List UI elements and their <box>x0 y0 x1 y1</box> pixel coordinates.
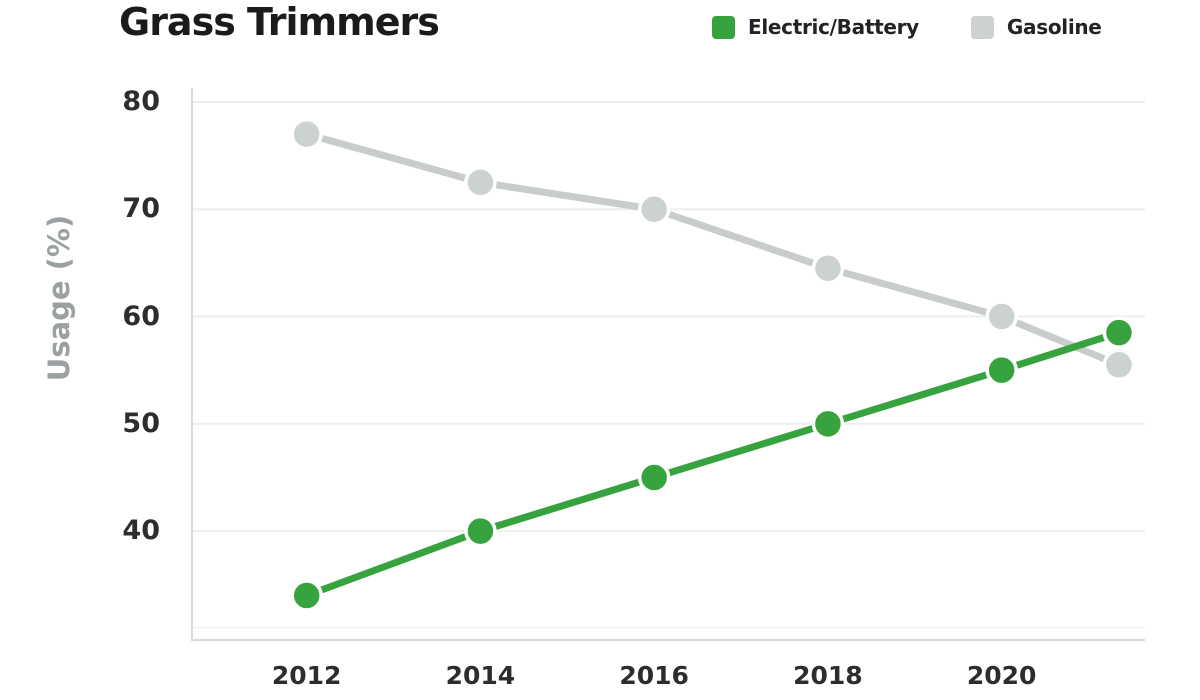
legend: Electric/Battery Gasoline <box>712 15 1102 39</box>
data-point-gasoline-3 <box>811 251 845 285</box>
x-tick-label-2018: 2018 <box>793 661 863 690</box>
data-point-electric-battery-2 <box>637 461 671 494</box>
data-point-gasoline-2 <box>637 192 671 226</box>
x-tick-label-2020: 2020 <box>966 661 1037 690</box>
data-point-electric-battery-0 <box>290 579 323 612</box>
data-point-electric-battery-4 <box>985 353 1018 387</box>
data-point-electric-battery-5 <box>1102 316 1136 349</box>
legend-swatch-gasoline-icon <box>970 15 994 39</box>
y-tick-label-50: 50 <box>122 407 160 439</box>
data-point-gasoline-0 <box>290 117 323 151</box>
y-tick-label-80: 80 <box>122 85 160 117</box>
legend-item-gasoline: Gasoline <box>970 15 1102 39</box>
legend-label-gasoline: Gasoline <box>1006 15 1102 39</box>
y-tick-label-40: 40 <box>122 515 160 547</box>
legend-swatch-electric-icon <box>712 15 735 39</box>
data-point-electric-battery-1 <box>464 514 497 548</box>
x-tick-label-2014: 2014 <box>445 661 516 690</box>
series-line-gasoline <box>303 130 1123 369</box>
chart-title: Grass Trimmers <box>119 0 440 44</box>
data-point-gasoline-4 <box>985 300 1018 333</box>
y-tick-label-60: 60 <box>122 300 160 332</box>
legend-item-electric: Electric/Battery <box>712 15 919 39</box>
legend-label-electric: Electric/Battery <box>748 15 919 39</box>
data-point-gasoline-5 <box>1102 348 1136 382</box>
data-point-electric-battery-3 <box>811 407 845 441</box>
x-tick-label-2016: 2016 <box>619 661 689 690</box>
series-line-electric-battery <box>303 329 1123 599</box>
x-tick-label-2012: 2012 <box>271 661 342 690</box>
data-point-gasoline-1 <box>464 166 497 199</box>
y-tick-label-70: 70 <box>122 193 160 225</box>
